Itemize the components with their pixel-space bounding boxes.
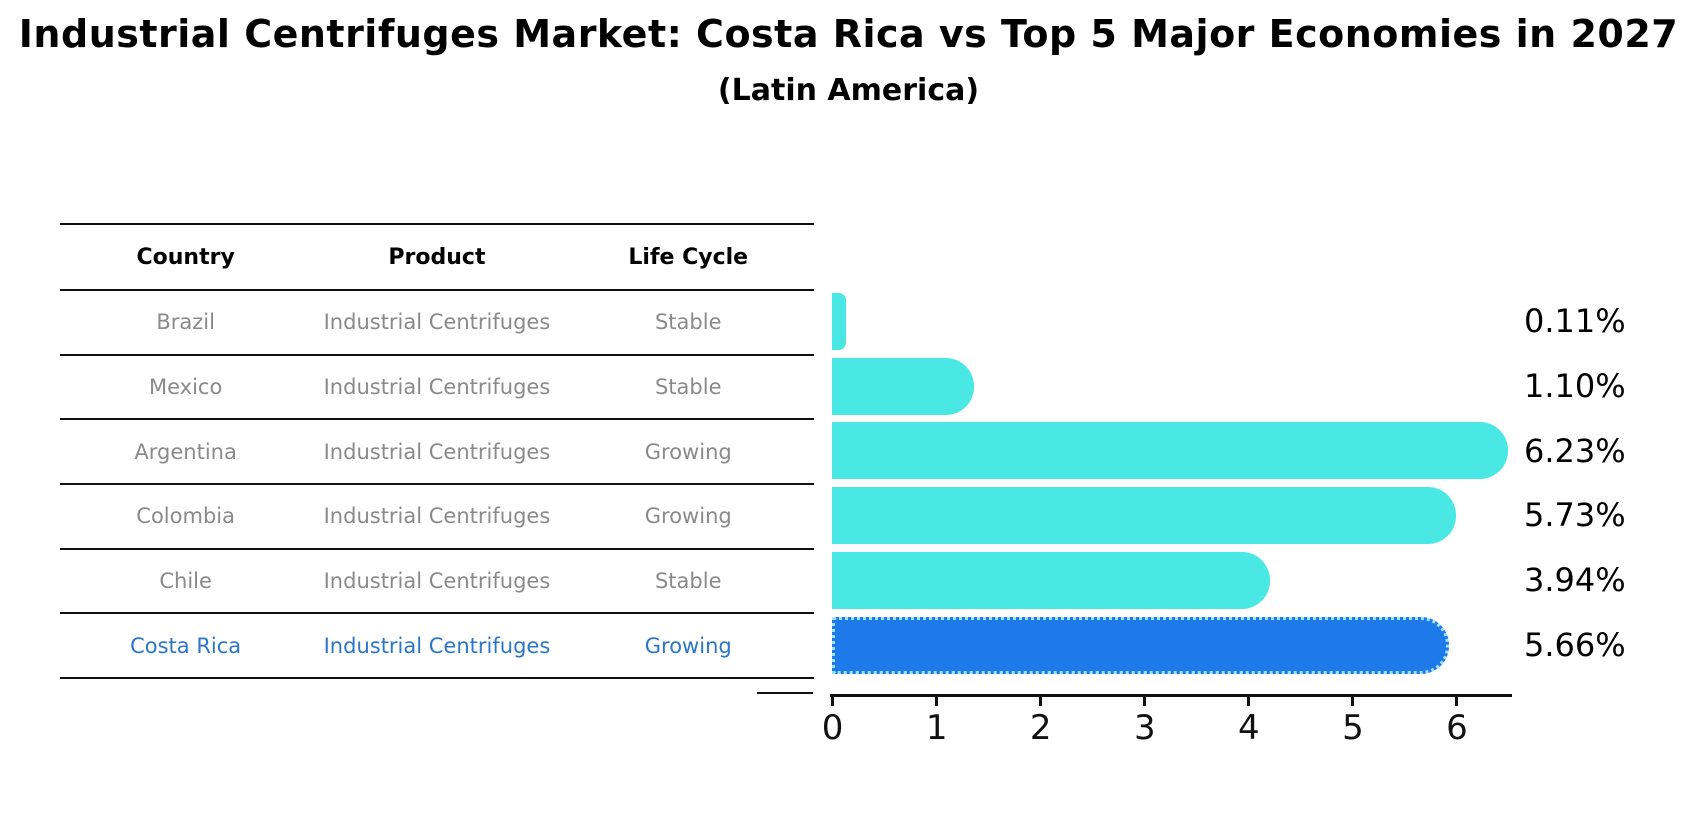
table-row: Brazil Industrial Centrifuges Stable <box>60 291 814 356</box>
x-axis-tick <box>1351 697 1355 706</box>
table-header-lifecycle: Life Cycle <box>628 244 749 270</box>
lifecycle-cell: Growing <box>644 504 732 529</box>
country-table: Country Product Life Cycle Brazil Industr… <box>60 223 814 680</box>
product-cell: Industrial Centrifuges <box>323 633 551 658</box>
table-body: Brazil Industrial Centrifuges Stable Mexico… <box>60 291 814 680</box>
x-axis-tick <box>1143 697 1147 706</box>
lifecycle-cell: Stable <box>654 375 722 400</box>
table-row: Chile Industrial Centrifuges Stable <box>60 550 814 615</box>
value-label: 5.66% <box>1524 625 1626 664</box>
table-header-product: Product <box>388 244 486 270</box>
x-axis-spine <box>830 694 1512 697</box>
table-row: Costa Rica Industrial Centrifuges Growing <box>60 614 814 680</box>
product-cell: Industrial Centrifuges <box>323 375 551 400</box>
value-label: 6.23% <box>1524 431 1626 470</box>
x-axis-tick <box>935 697 939 706</box>
country-cell: Argentina <box>134 439 237 464</box>
value-label: 1.10% <box>1524 367 1626 406</box>
bar-brazil <box>832 293 847 350</box>
product-cell: Industrial Centrifuges <box>323 569 551 594</box>
product-cell: Industrial Centrifuges <box>323 504 551 529</box>
bar-mexico <box>832 357 975 415</box>
chart-title: Industrial Centrifuges Market: Costa Ric… <box>18 12 1679 56</box>
x-axis-tick-label: 3 <box>1133 708 1156 748</box>
x-axis-tick-label: 4 <box>1238 708 1260 748</box>
x-axis-tick-label: 2 <box>1029 708 1052 748</box>
country-cell: Brazil <box>156 310 215 335</box>
country-cell: Costa Rica <box>130 633 242 658</box>
table-header-row: Country Product Life Cycle <box>60 223 814 291</box>
x-axis-tick <box>1247 697 1251 706</box>
product-cell: Industrial Centrifuges <box>323 310 551 335</box>
chart-subtitle: (Latin America) <box>717 73 980 108</box>
x-axis-tick-label: 1 <box>925 708 948 748</box>
x-axis-tick <box>831 697 835 706</box>
x-axis-tick-label: 6 <box>1446 708 1468 748</box>
table-row: Argentina Industrial Centrifuges Growing <box>60 420 814 486</box>
product-cell: Industrial Centrifuges <box>323 439 551 464</box>
bar-argentina <box>832 422 1509 480</box>
x-axis-tick <box>1039 697 1043 706</box>
lifecycle-cell: Growing <box>644 439 732 464</box>
axis-left-fragment <box>757 692 813 694</box>
bar-chile <box>832 551 1270 609</box>
value-label: 3.94% <box>1524 561 1626 600</box>
x-axis-tick-label: 5 <box>1342 708 1364 748</box>
table-header-country: Country <box>136 244 235 270</box>
x-axis-tick-label: 0 <box>821 708 844 748</box>
bar-colombia <box>832 487 1457 545</box>
lifecycle-cell: Stable <box>654 310 722 335</box>
value-label: 5.73% <box>1524 496 1626 535</box>
value-label: 0.11% <box>1524 302 1626 341</box>
table-row: Colombia Industrial Centrifuges Growing <box>60 485 814 550</box>
country-cell: Chile <box>159 569 212 594</box>
table-row: Mexico Industrial Centrifuges Stable <box>60 356 814 421</box>
lifecycle-cell: Stable <box>654 569 722 594</box>
country-cell: Colombia <box>136 504 235 529</box>
x-axis-tick <box>1455 697 1459 706</box>
lifecycle-cell: Growing <box>644 633 732 658</box>
bar-highlight-costa-rica <box>832 616 1449 674</box>
country-cell: Mexico <box>148 375 223 400</box>
